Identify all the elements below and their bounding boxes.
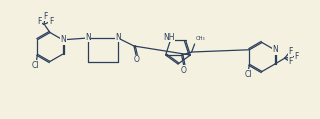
Text: CH₃: CH₃ [196,36,205,41]
Text: NH: NH [164,33,175,42]
Text: F: F [288,47,293,56]
Text: O: O [134,55,140,64]
Text: Cl: Cl [32,61,39,70]
Text: N: N [273,45,278,54]
Text: F: F [288,57,293,66]
Text: F: F [37,17,41,26]
Text: N: N [85,32,91,42]
Text: O: O [181,66,187,74]
Text: N: N [115,32,121,42]
Text: F: F [49,17,53,26]
Text: F: F [294,52,299,61]
Text: Cl: Cl [245,70,252,79]
Text: N: N [61,35,67,44]
Text: F: F [43,12,47,21]
